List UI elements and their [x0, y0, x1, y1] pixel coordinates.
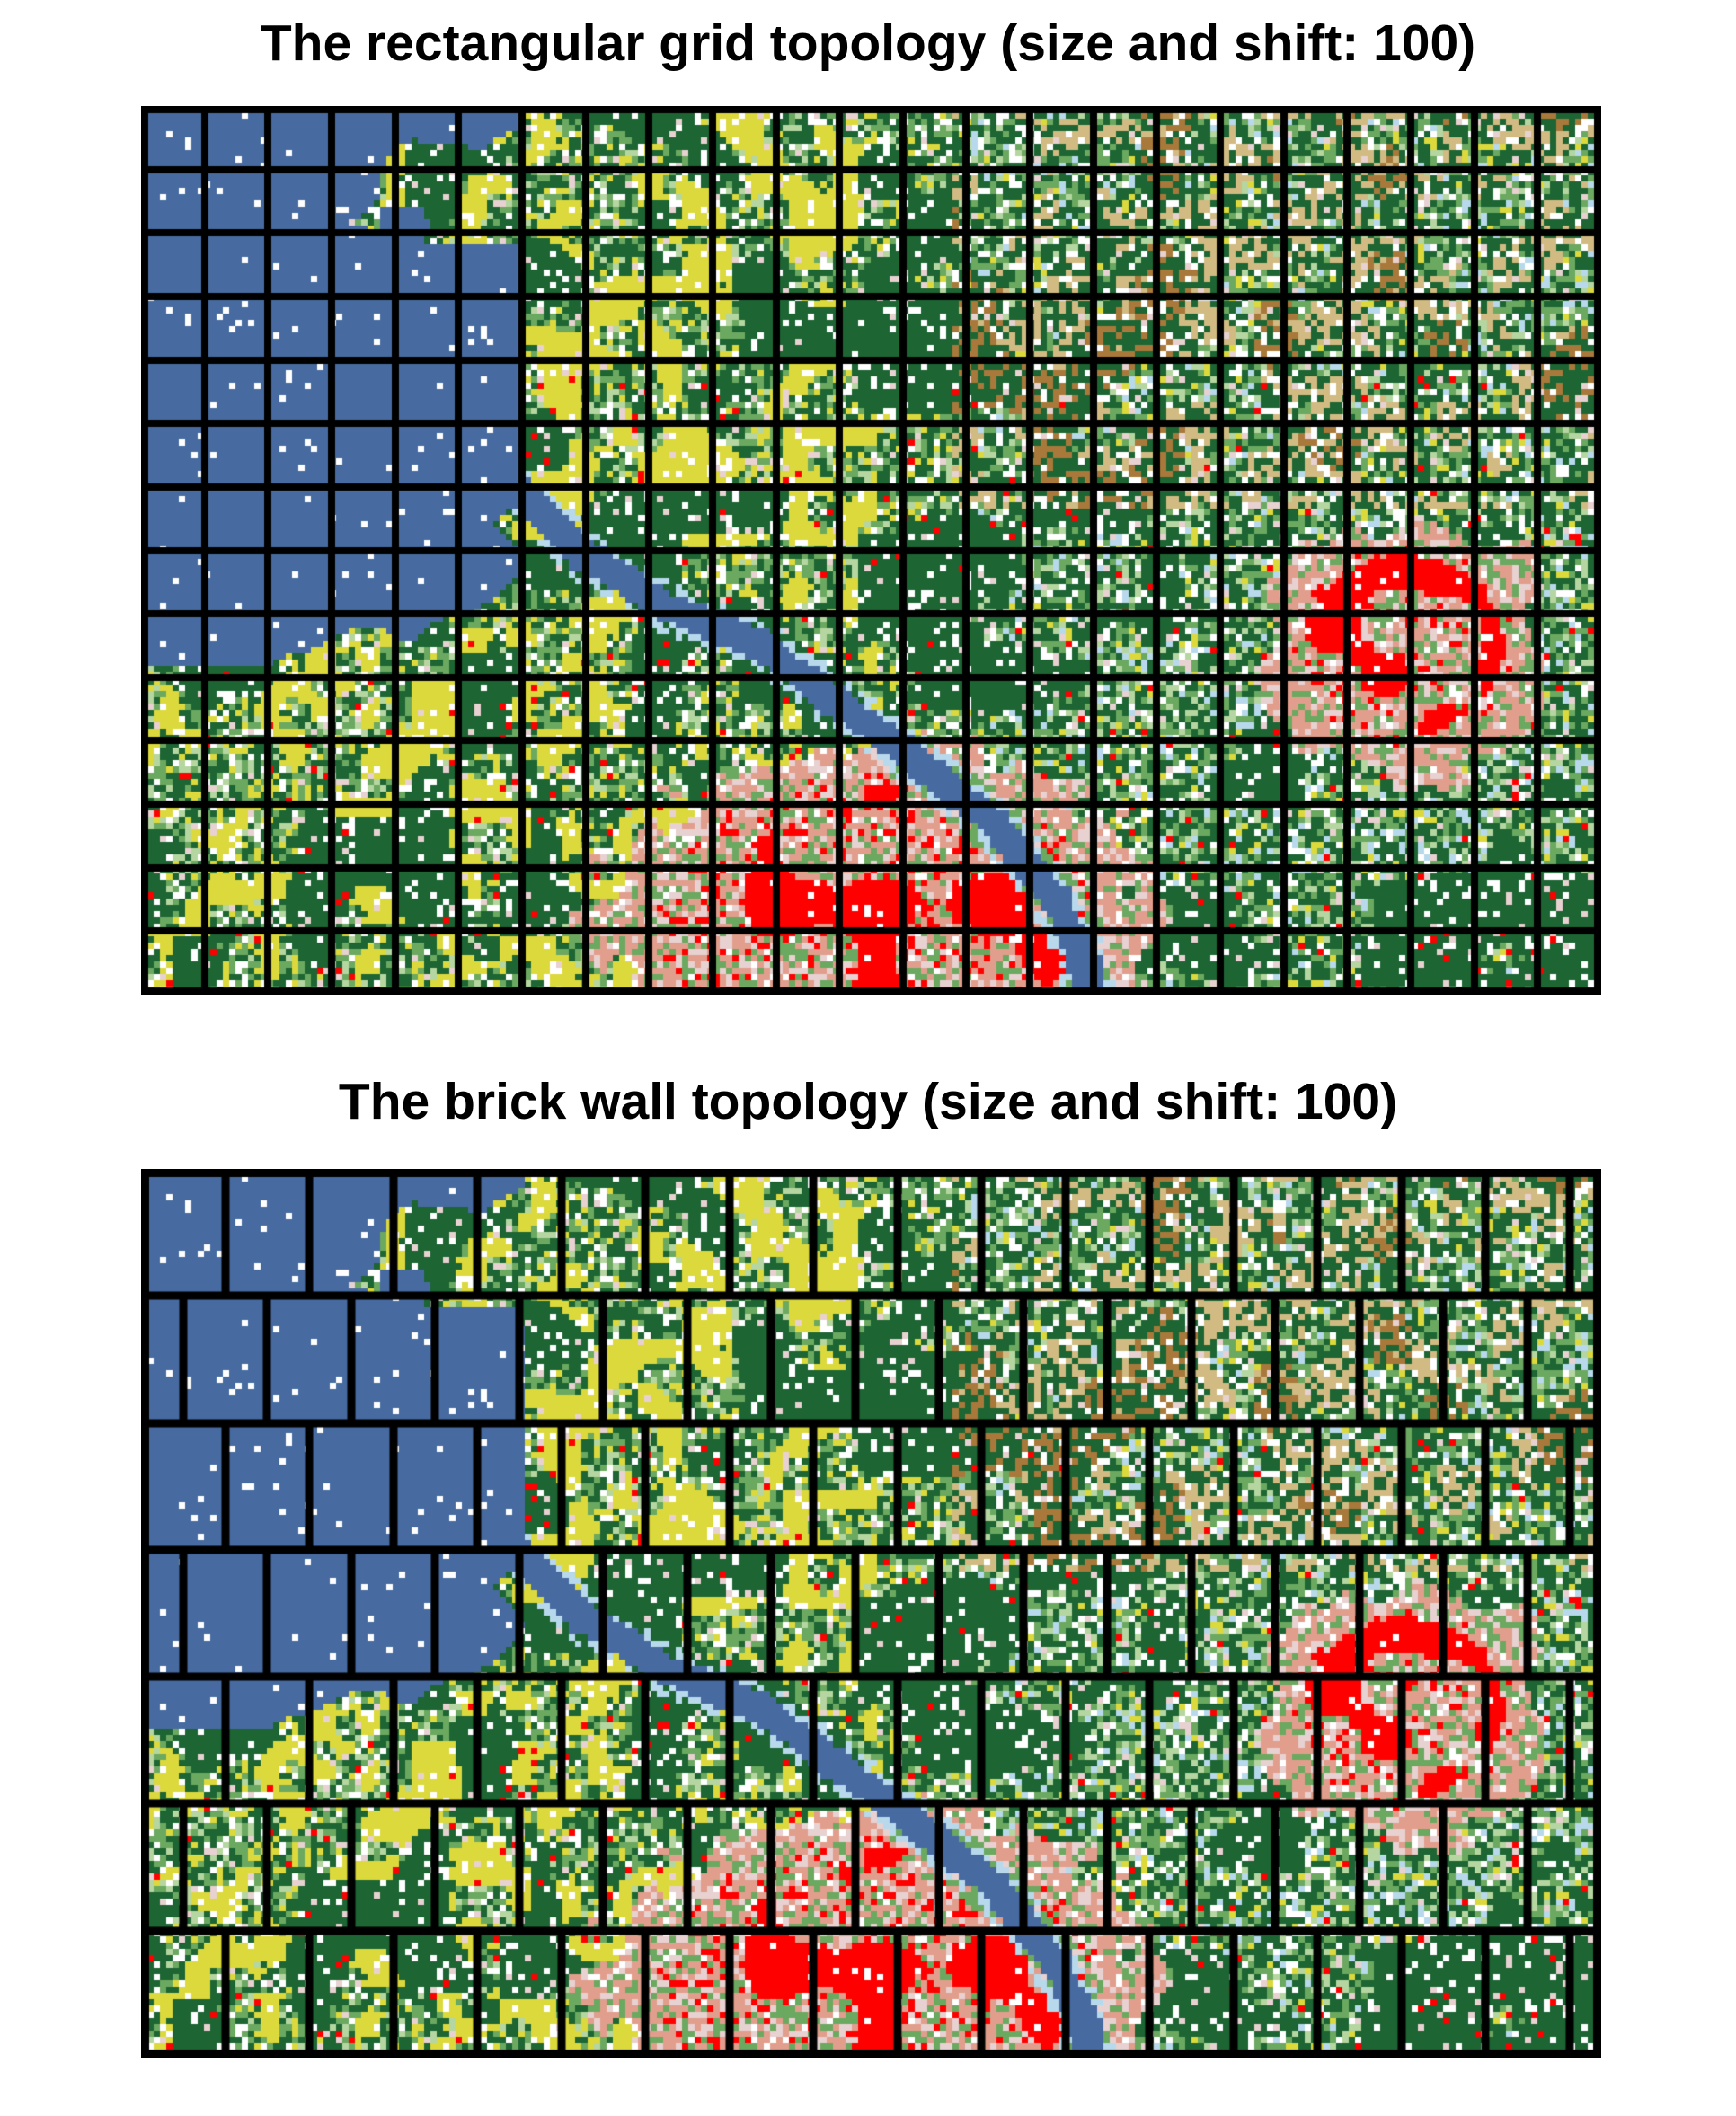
rectangular-grid-canvas — [141, 106, 1601, 995]
rectangular-grid-title: The rectangular grid topology (size and … — [260, 14, 1476, 72]
brick-wall-title: The brick wall topology (size and shift:… — [338, 1073, 1398, 1130]
rectangular-grid-map — [141, 106, 1601, 995]
brick-wall-canvas — [141, 1169, 1601, 2058]
brick-wall-map — [141, 1169, 1601, 2058]
